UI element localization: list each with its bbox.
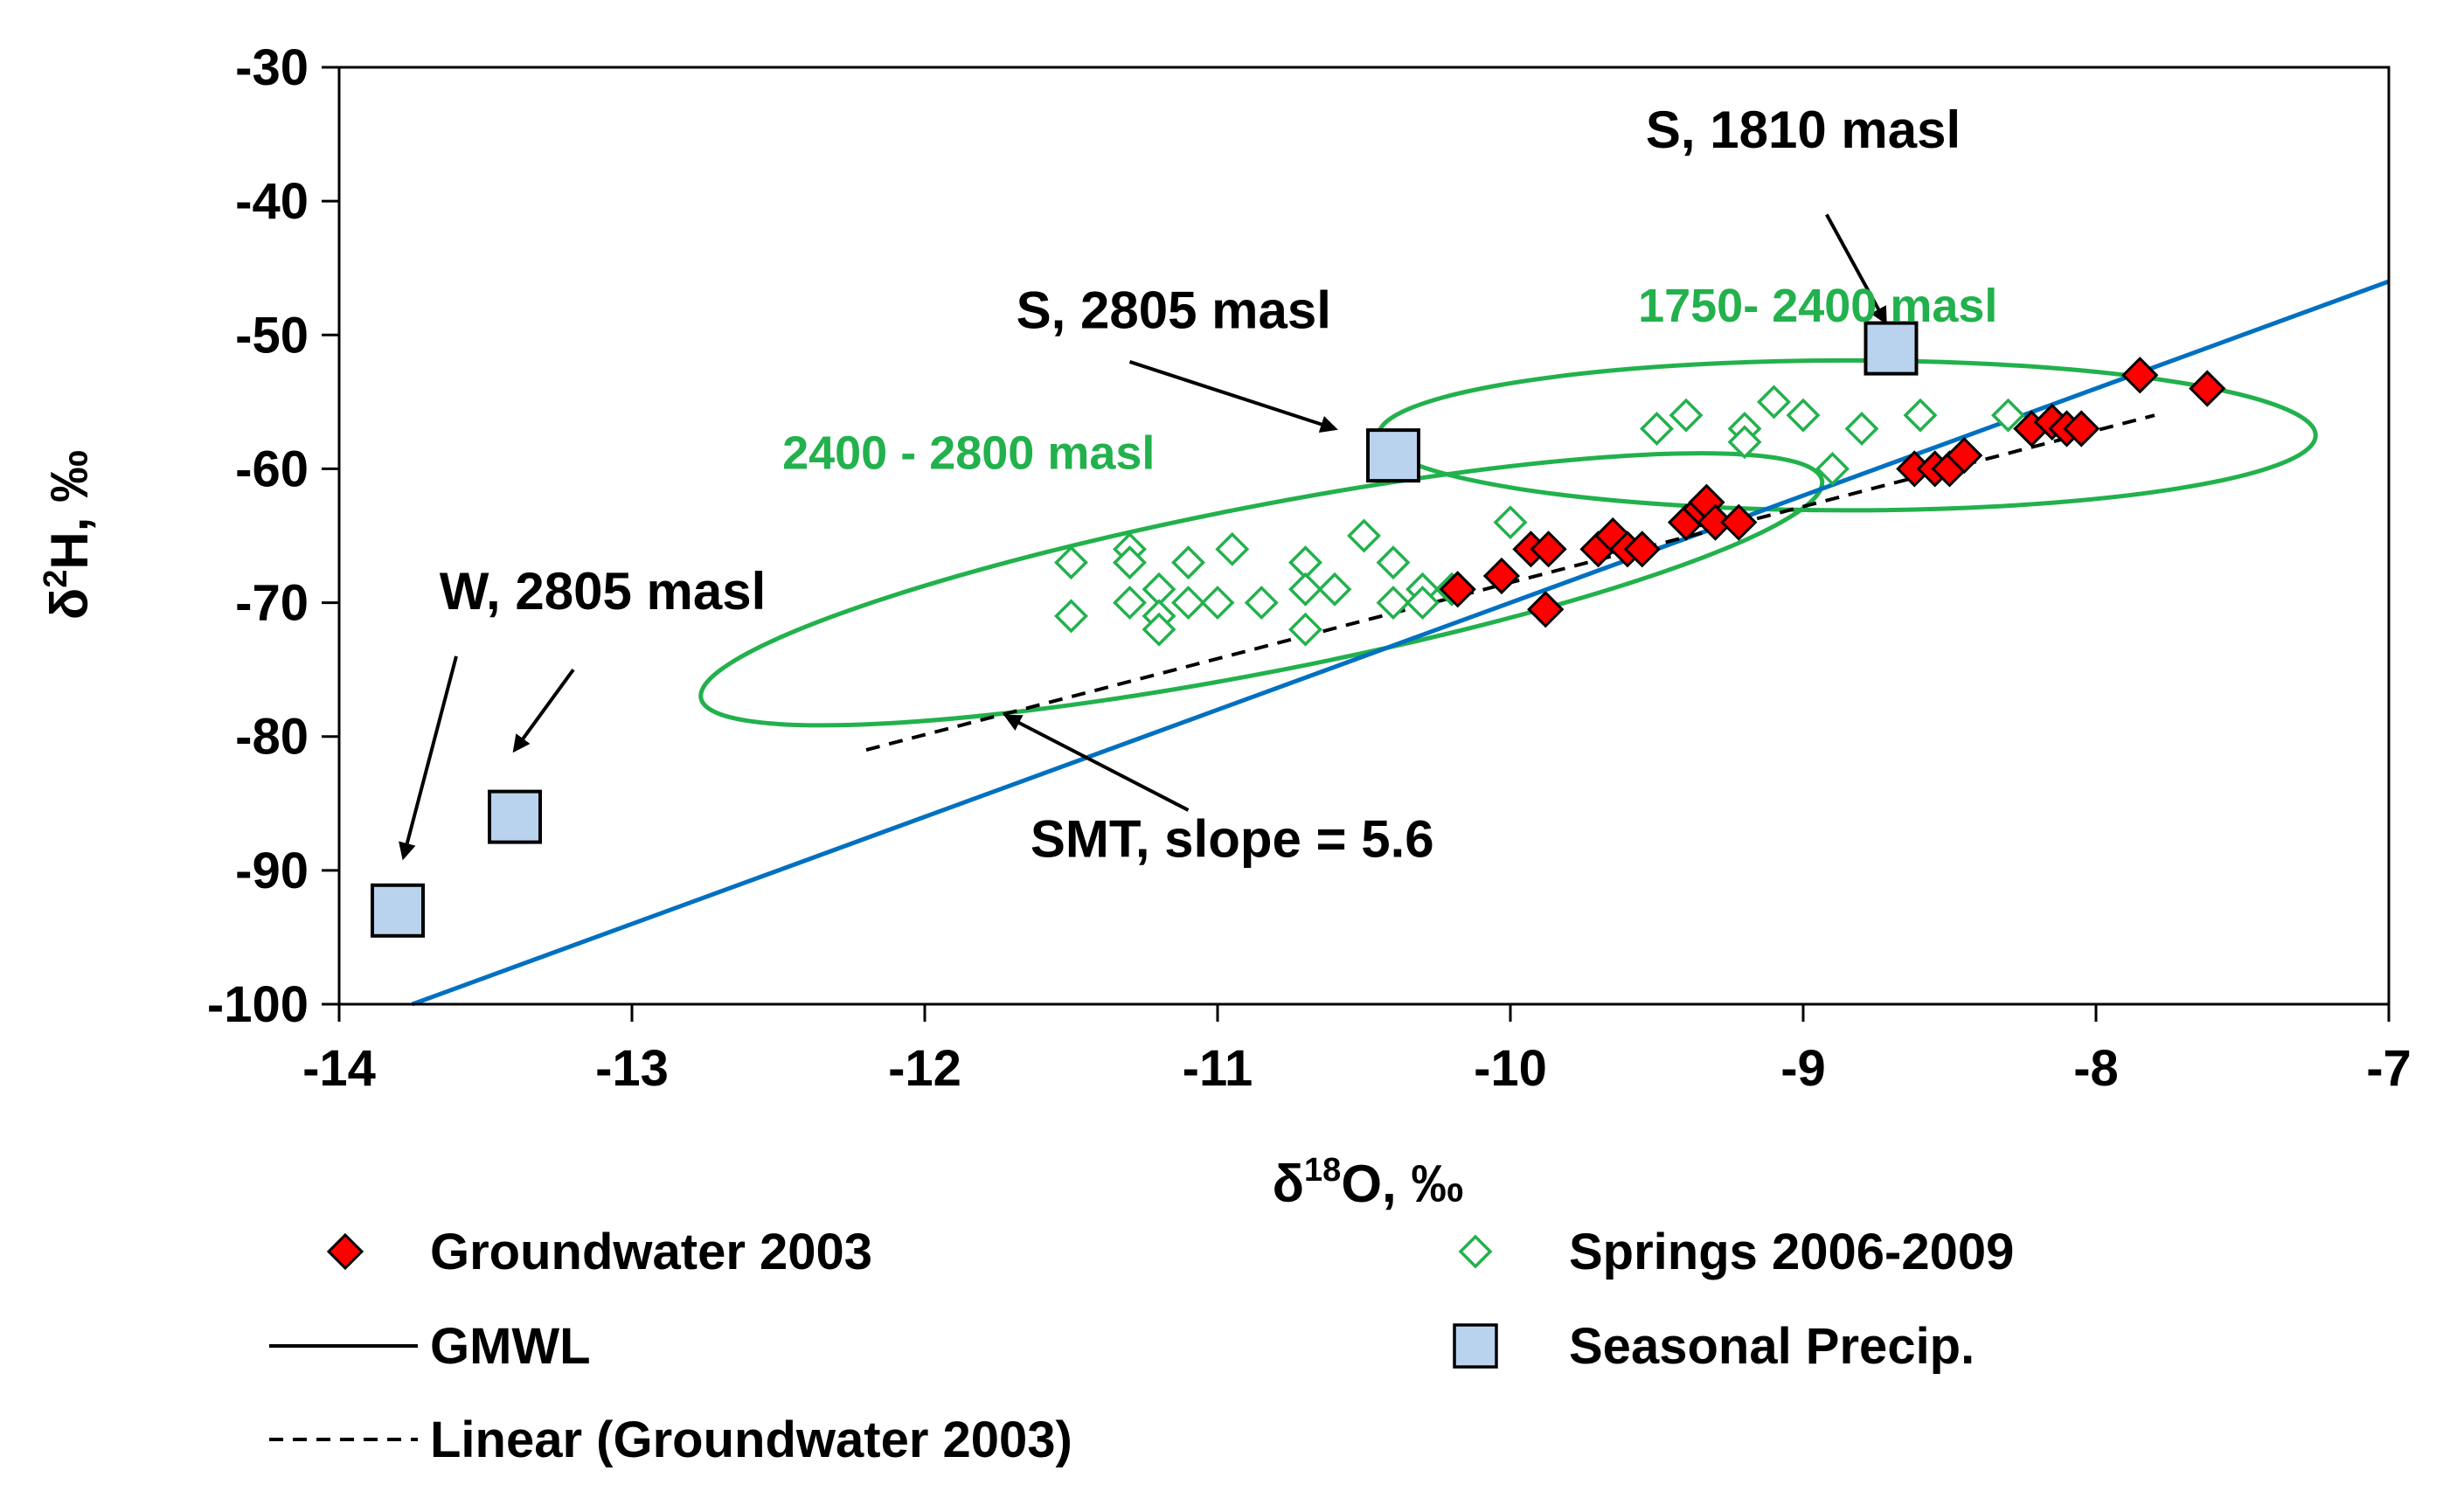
spring-point <box>1493 505 1528 540</box>
y-tick-label: -80 <box>235 709 309 766</box>
spring-point <box>1244 586 1279 621</box>
legend-item: Groundwater 2003 <box>326 1224 872 1280</box>
x-tick-label: -10 <box>1474 1040 1547 1097</box>
spring-point <box>1171 586 1205 621</box>
x-tick-label: -12 <box>888 1040 961 1097</box>
precip-point <box>371 883 425 938</box>
groundwater-point <box>1527 591 1565 628</box>
legend: Groundwater 2003 Springs 2006-2009 GMWL Sea… <box>269 1224 2014 1468</box>
x-tick-label: -14 <box>302 1040 376 1097</box>
groundwater-point <box>2063 410 2100 447</box>
annotation-w-2805: W, 2805 masl <box>440 562 767 621</box>
spring-point <box>1844 412 1879 446</box>
annotation-arrow-s-1810 <box>1825 213 1887 325</box>
x-axis-title-rest: O, ‰ <box>1341 1155 1463 1213</box>
spring-point <box>1640 412 1674 446</box>
y-tick-label: -70 <box>235 575 309 632</box>
legend-groundwater-icon <box>326 1232 364 1271</box>
annotation-arrow-w-2805-b <box>512 668 575 753</box>
legend-label: Springs 2006-2009 <box>1569 1224 2014 1280</box>
groundwater-point <box>2189 370 2226 407</box>
precip-point <box>488 789 542 844</box>
legend-item: Linear (Groundwater 2003) <box>269 1411 1072 1468</box>
annotation-arrow-s-2805 <box>1128 360 1338 433</box>
spring-point <box>1113 545 1147 580</box>
spring-point <box>1113 586 1147 621</box>
spring-point <box>1288 572 1322 607</box>
legend-precip-icon <box>1453 1323 1498 1369</box>
y-axis-title: δ2H, ‰ <box>38 450 99 620</box>
precip-point <box>1863 321 1919 376</box>
legend-label: Linear (Groundwater 2003) <box>430 1411 1072 1468</box>
annotation-arrow-smt <box>1003 714 1190 812</box>
y-axis-title-sup: 2 <box>38 570 74 588</box>
series-lines <box>411 279 2390 1007</box>
x-tick-label: -11 <box>1183 1040 1253 1097</box>
spring-point <box>1405 586 1440 621</box>
gmwl-line <box>411 279 2390 1007</box>
spring-point <box>1727 425 1762 460</box>
x-axis-title: δ18O, ‰ <box>1273 1152 1464 1213</box>
spring-point <box>1288 612 1322 647</box>
x-axis-title-sup: 18 <box>1304 1152 1341 1189</box>
x-tick-label: -8 <box>2073 1040 2119 1097</box>
plot-area-frame <box>337 66 2391 1006</box>
y-tick-label: -60 <box>235 440 309 497</box>
groundwater-point <box>1720 503 1758 541</box>
spring-point <box>1171 545 1205 580</box>
legend-label: Seasonal Precip. <box>1569 1318 1975 1375</box>
groundwater-point <box>1530 531 1567 568</box>
y-tick-label: -100 <box>207 976 309 1033</box>
annotation-band-2400-2800: 2400 - 2800 masl <box>782 427 1155 479</box>
x-tick-label: -9 <box>1780 1040 1826 1097</box>
groundwater-point <box>1946 436 1983 475</box>
spring-point <box>1215 531 1250 566</box>
spring-point <box>1200 586 1235 621</box>
y-axis-title-delta: δ <box>40 588 99 620</box>
annotation-smt: SMT, slope = 5.6 <box>1031 810 1434 869</box>
y-axis-title-rest: H, ‰ <box>40 450 99 570</box>
x-tick-label: -7 <box>2366 1040 2412 1097</box>
spring-point <box>1142 612 1176 647</box>
legend-item: Seasonal Precip. <box>1453 1318 1975 1375</box>
annotation-arrow-w-2805-a <box>399 655 458 861</box>
x-axis-title-delta: δ <box>1273 1155 1304 1213</box>
spring-point <box>1376 545 1411 580</box>
elevation-band-ellipse <box>698 451 1825 728</box>
legend-label: GMWL <box>430 1318 591 1375</box>
annotation-s-1810: S, 1810 masl <box>1646 101 1961 159</box>
spring-point <box>1903 398 1938 433</box>
elevation-band-ellipse <box>1376 357 2318 513</box>
spring-point <box>1317 572 1352 607</box>
legend-item: Springs 2006-2009 <box>1458 1224 2014 1280</box>
spring-point <box>1347 518 1381 553</box>
groundwater-point <box>1623 531 1661 568</box>
y-tick-label: -40 <box>235 173 309 230</box>
spring-point <box>1054 599 1088 634</box>
spring-point <box>1786 398 1821 433</box>
spring-point <box>1669 398 1704 433</box>
x-tick-label: -13 <box>595 1040 669 1097</box>
annotation-s-2805: S, 2805 masl <box>1017 281 1331 340</box>
y-tick-label: -50 <box>235 307 309 364</box>
groundwater-point <box>2121 357 2159 394</box>
spring-point <box>1815 451 1850 486</box>
annotations: S, 1810 masl S, 2805 masl W, 2805 masl SMT,… <box>399 101 1997 869</box>
data-points <box>371 321 2226 938</box>
axis-ticks: -14 -13 -12 -11 -10 -9 -8 -7 -100 -90 -80 -70 -60 -50… <box>207 39 2412 1097</box>
legend-item: GMWL <box>269 1318 591 1375</box>
spring-point <box>1376 586 1411 621</box>
y-tick-label: -30 <box>235 39 309 96</box>
spring-point <box>1991 398 2025 433</box>
legend-label: Groundwater 2003 <box>430 1224 872 1280</box>
y-tick-label: -90 <box>235 843 309 899</box>
spring-point <box>1054 545 1088 580</box>
annotation-band-1750-2400: 1750- 2400 masl <box>1638 280 1997 332</box>
spring-point <box>1757 385 1791 420</box>
precip-point <box>1366 428 1420 483</box>
legend-springs-icon <box>1458 1234 1493 1269</box>
groundwater-point <box>1482 557 1521 595</box>
groundwater-point <box>1439 571 1476 608</box>
